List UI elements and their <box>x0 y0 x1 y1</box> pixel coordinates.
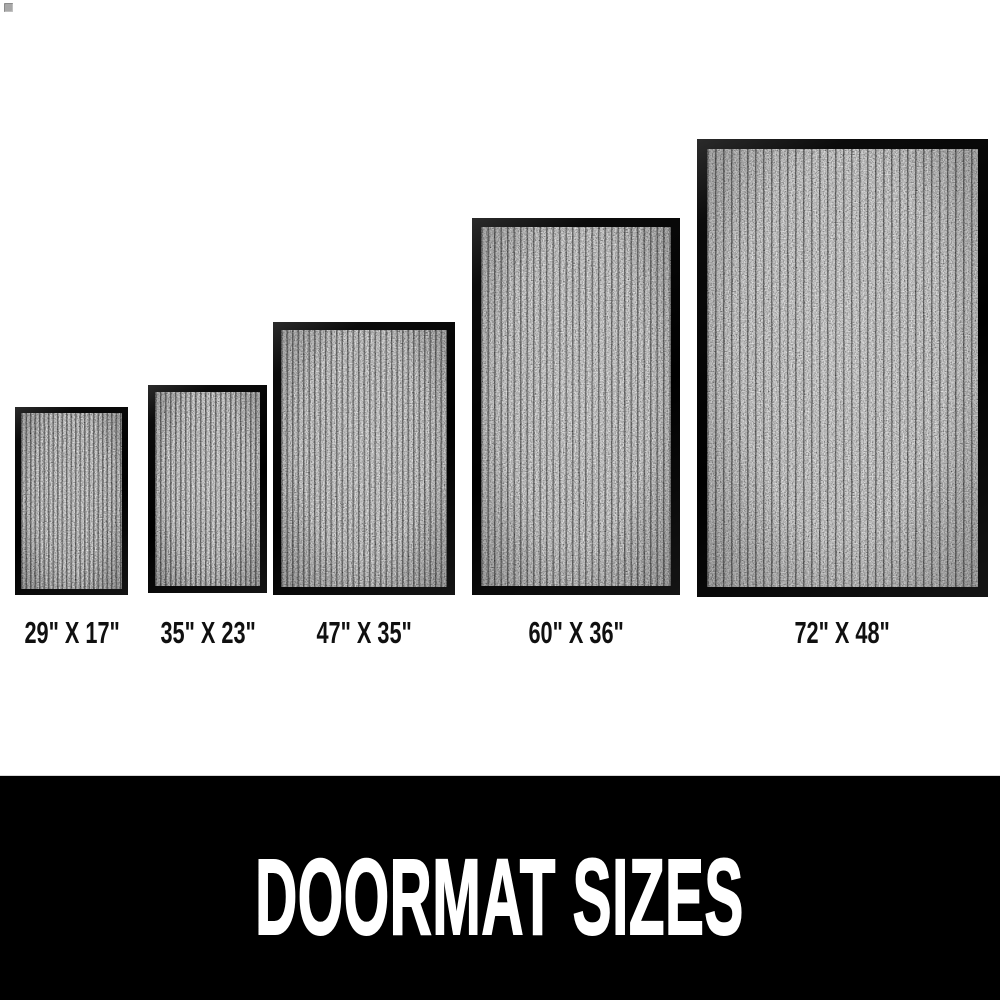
carpet-vignette <box>481 227 671 586</box>
title-banner: DOORMAT SIZES <box>0 775 1000 1000</box>
size-label-60x36: 60" X 36" <box>476 615 676 650</box>
carpet-ribs <box>481 227 671 586</box>
carpet-vignette <box>707 149 978 587</box>
corner-speck <box>4 3 13 12</box>
size-label-text: 47" X 35" <box>316 615 412 650</box>
doormat-29x17 <box>15 407 128 595</box>
carpet-vignette <box>281 330 447 587</box>
carpet-vignette <box>21 413 122 589</box>
carpet-ribs <box>281 330 447 587</box>
size-label-text: 72" X 48" <box>794 615 890 650</box>
mat-surface <box>707 149 978 587</box>
size-label-text: 29" X 17" <box>24 615 120 650</box>
doormat-35x23 <box>148 385 267 593</box>
size-label-text: 60" X 36" <box>528 615 624 650</box>
mat-surface <box>281 330 447 587</box>
size-label-29x17: 29" X 17" <box>0 615 172 650</box>
carpet-ribs <box>707 149 978 587</box>
size-label-72x48: 72" X 48" <box>742 615 942 650</box>
mat-surface <box>155 392 260 586</box>
carpet-noise-texture <box>21 413 122 589</box>
size-label-text: 35" X 23" <box>160 615 256 650</box>
banner-title: DOORMAT SIZES <box>255 835 745 958</box>
doormat-60x36 <box>472 218 680 595</box>
carpet-noise-texture <box>155 392 260 586</box>
doormat-47x35 <box>273 322 455 595</box>
carpet-ribs <box>21 413 122 589</box>
carpet-noise-texture <box>281 330 447 587</box>
size-label-47x35: 47" X 35" <box>264 615 464 650</box>
doormat-72x48 <box>697 139 988 597</box>
mat-surface <box>481 227 671 586</box>
carpet-noise-texture <box>707 149 978 587</box>
carpet-noise-texture <box>481 227 671 586</box>
size-label-35x23: 35" X 23" <box>108 615 308 650</box>
carpet-ribs <box>155 392 260 586</box>
carpet-vignette <box>155 392 260 586</box>
mat-surface <box>21 413 122 589</box>
